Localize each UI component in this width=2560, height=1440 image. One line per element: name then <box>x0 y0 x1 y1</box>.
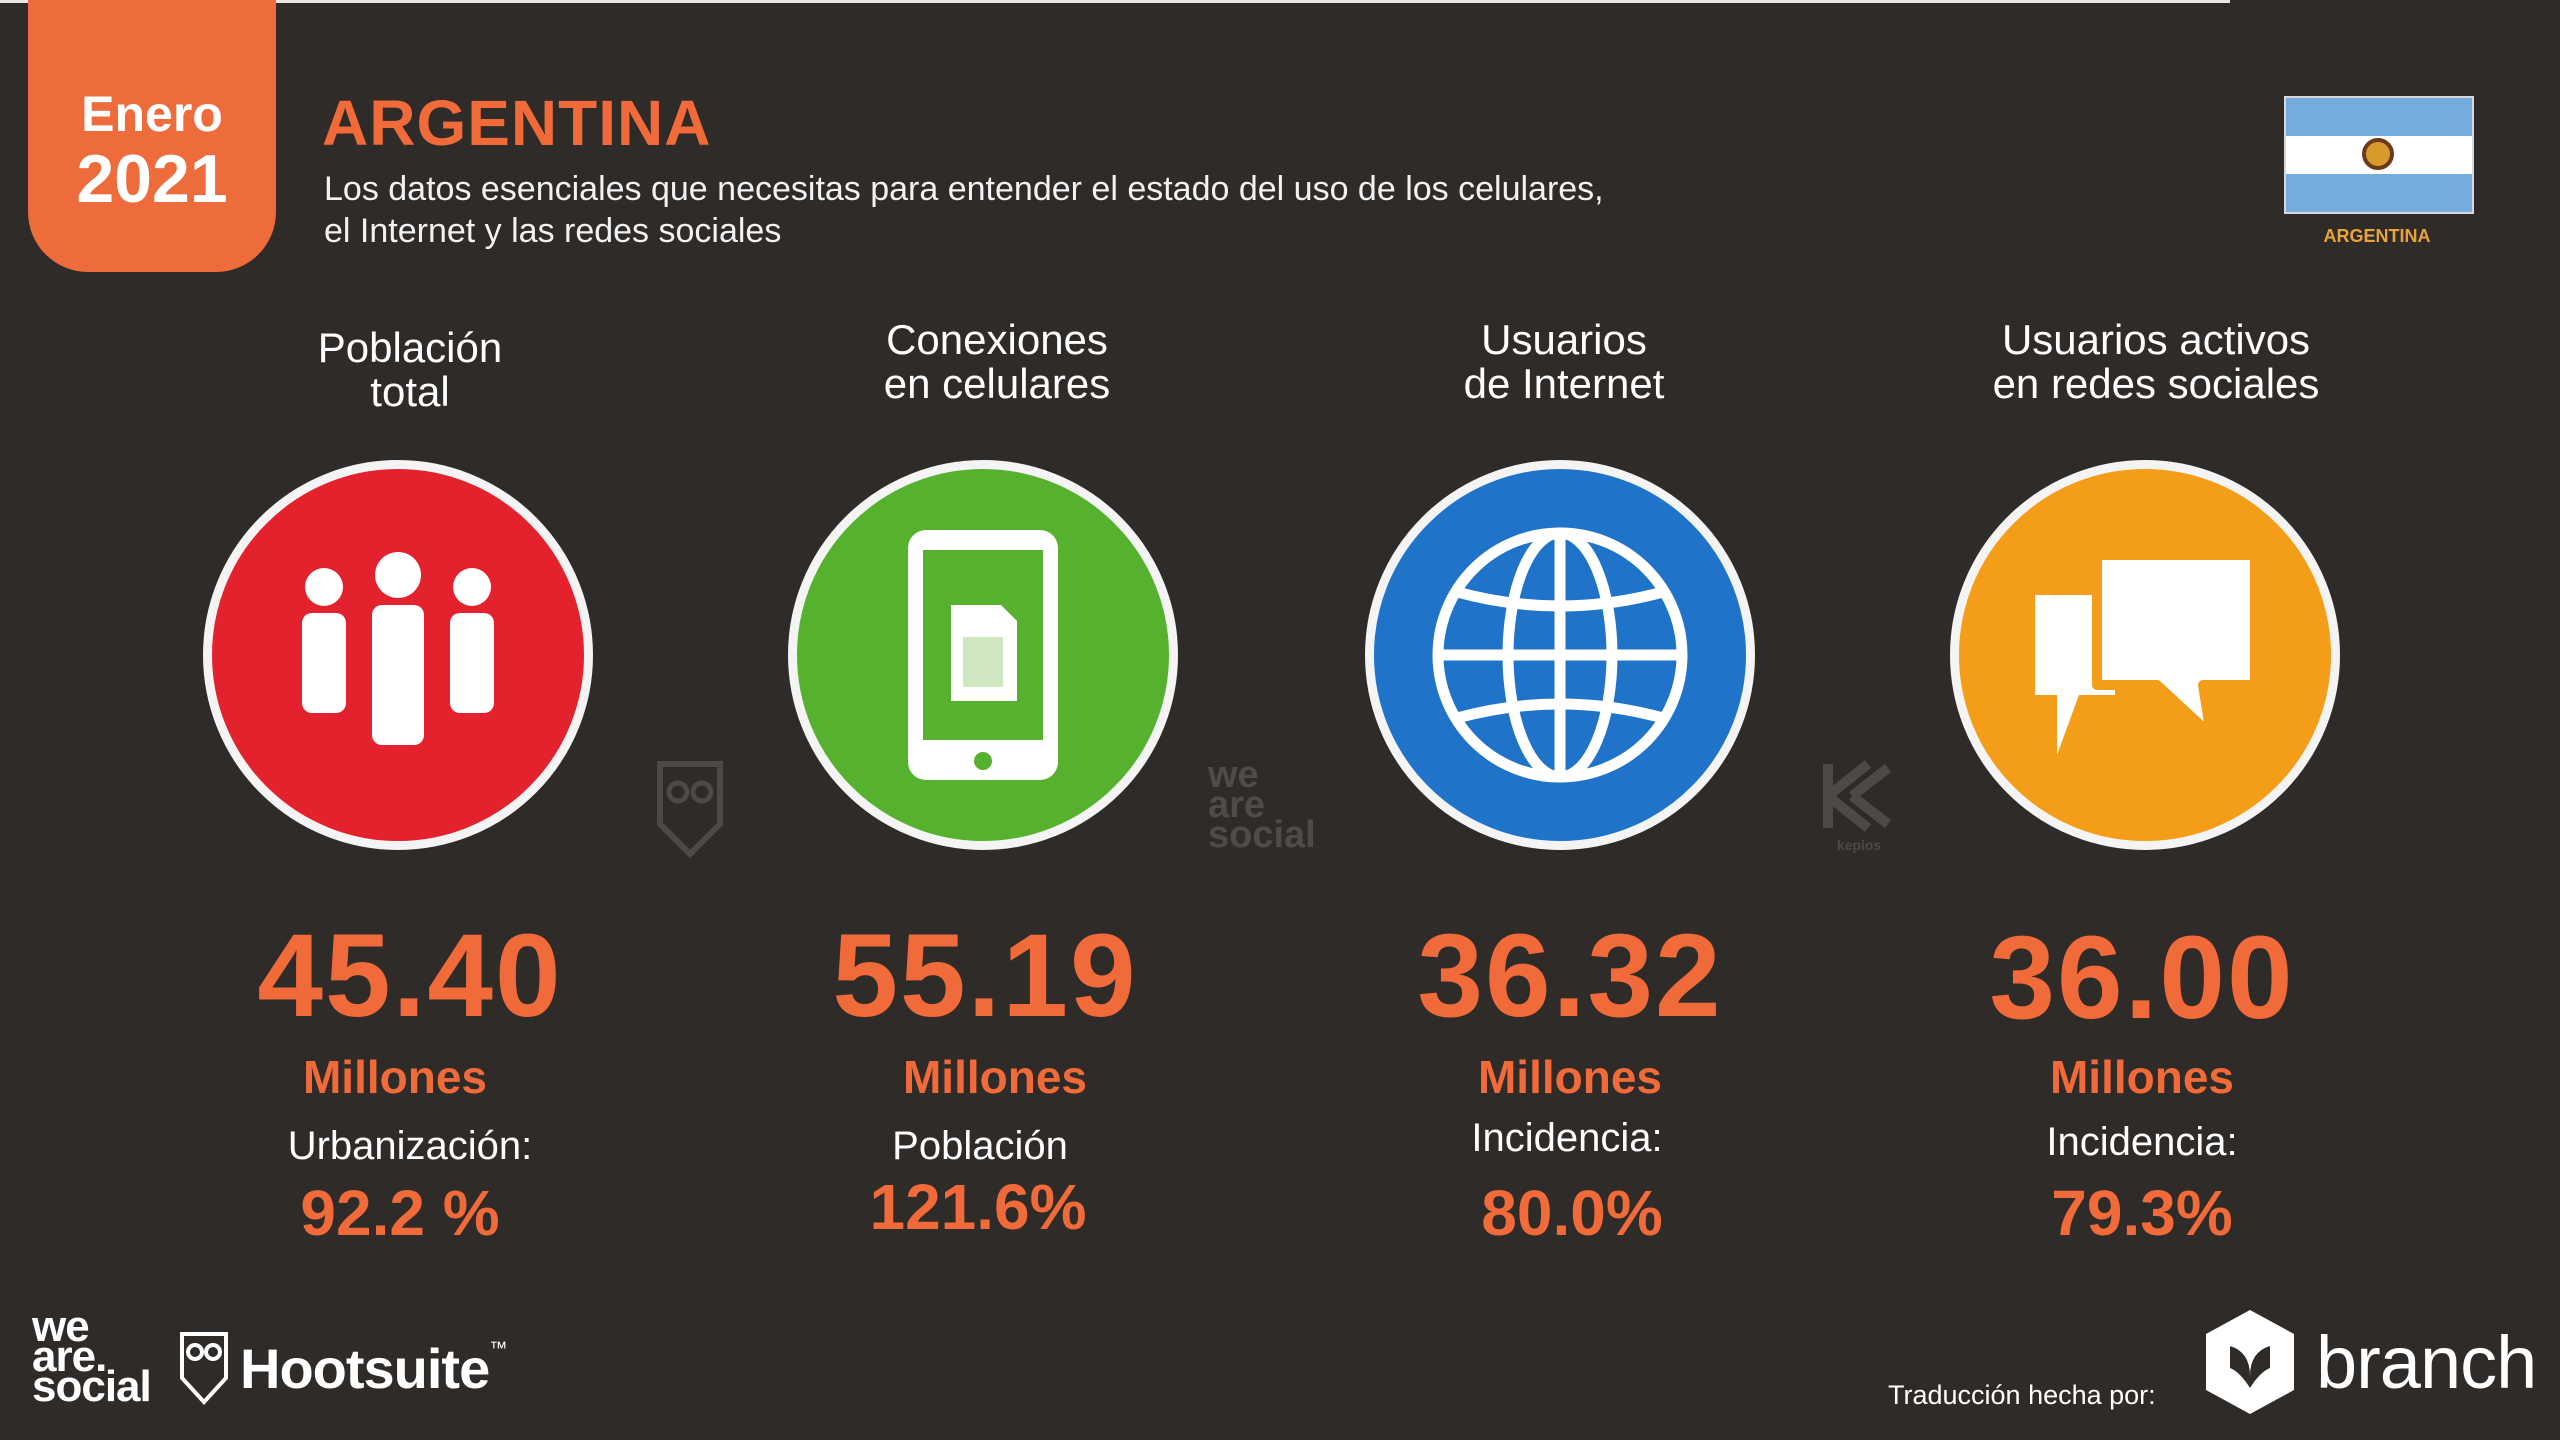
urbanization-label: Urbanización: <box>287 1124 533 1168</box>
date-badge: Enero 2021 <box>28 0 276 272</box>
population-value: 45.40 <box>257 910 563 1042</box>
logo-line-1: we <box>32 1302 90 1351</box>
hootsuite-logo: Hootsuite ™ <box>178 1330 507 1406</box>
population-circle <box>203 460 593 850</box>
mobile-circle <box>788 460 1178 850</box>
social-penetration-label: Incidencia: <box>2046 1120 2238 1164</box>
social-unit: Millones <box>2049 1051 2235 1103</box>
we-are-social-logo: we are. social <box>32 1302 152 1411</box>
stat-titles-population: Población total <box>130 326 690 414</box>
flag-caption: ARGENTINA <box>2323 226 2431 246</box>
argentina-flag-icon <box>2284 96 2474 214</box>
page-subtitle: Los datos esenciales que necesitas para … <box>324 168 1824 252</box>
social-circle <box>1950 460 2340 850</box>
subtitle-line-2: el Internet y las redes sociales <box>324 212 782 250</box>
stat-title-line-2: de Internet <box>1463 360 1665 407</box>
internet-penetration-label: Incidencia: <box>1471 1116 1663 1160</box>
internet-circle <box>1365 460 1755 850</box>
stat-title-line-1: Población <box>317 324 503 371</box>
we-are-social-watermark: we are social <box>1208 754 1316 856</box>
stat-title-line-2: en celulares <box>883 360 1111 407</box>
subtitle-line-1: Los datos esenciales que necesitas para … <box>324 170 1604 208</box>
owl-watermark-icon <box>657 761 723 858</box>
mobile-phone-icon <box>908 530 1058 780</box>
stat-titles-internet: Usuarios de Internet <box>1284 318 1844 406</box>
internet-value: 36.32 <box>1417 910 1723 1042</box>
mobile-population-value: 121.6% <box>869 1171 1087 1243</box>
population-unit: Millones <box>302 1051 488 1103</box>
internet-penetration-value: 80.0% <box>1481 1177 1663 1249</box>
stat-title-line-1: Conexiones <box>886 316 1108 363</box>
watermark-line-3: social <box>1208 814 1316 856</box>
stat-titles-mobile: Conexiones en celulares <box>717 318 1277 406</box>
logo-line-2: are. <box>32 1332 107 1381</box>
watermark-line-1: we <box>1208 754 1259 796</box>
social-value: 36.00 <box>1989 912 2295 1044</box>
date-month: Enero <box>81 86 223 142</box>
chat-bubbles-icon <box>2035 550 2260 755</box>
watermark-line-2: are <box>1208 784 1266 826</box>
stat-titles-social: Usuarios activos en redes sociales <box>1876 318 2436 406</box>
kepios-logo-icon <box>1823 760 1892 832</box>
logo-line-3: social <box>32 1362 152 1411</box>
social-penetration-value: 79.3% <box>2051 1177 2233 1249</box>
mobile-value: 55.19 <box>832 910 1138 1042</box>
hootsuite-trademark: ™ <box>489 1338 508 1358</box>
page-title: ARGENTINA <box>322 87 712 159</box>
hootsuite-wordmark: Hootsuite <box>240 1336 490 1400</box>
kepios-watermark: kepios <box>1822 760 1896 853</box>
kepios-watermark-text: kepios <box>1836 837 1882 853</box>
branch-wordmark: branch <box>2316 1320 2537 1404</box>
branch-hexagon-icon <box>2206 1310 2294 1414</box>
stat-title-line-1: Usuarios <box>1481 316 1647 363</box>
stat-title-line-2: en redes sociales <box>1992 360 2320 407</box>
stat-title-line-1: Usuarios activos <box>2001 316 2311 363</box>
hootsuite-owl-icon <box>180 1332 228 1405</box>
stat-title-line-2: total <box>370 368 450 415</box>
top-divider-line <box>0 0 2230 3</box>
globe-icon <box>1432 527 1688 783</box>
urbanization-value: 92.2 % <box>300 1177 500 1249</box>
translation-credit: Traducción hecha por: <box>1888 1380 2156 1410</box>
branch-logo: branch <box>2200 1306 2537 1418</box>
mobile-population-label: Población <box>892 1124 1068 1168</box>
internet-unit: Millones <box>1477 1051 1663 1103</box>
mobile-unit: Millones <box>902 1051 1088 1103</box>
date-year: 2021 <box>76 141 228 217</box>
people-icon <box>302 552 494 745</box>
